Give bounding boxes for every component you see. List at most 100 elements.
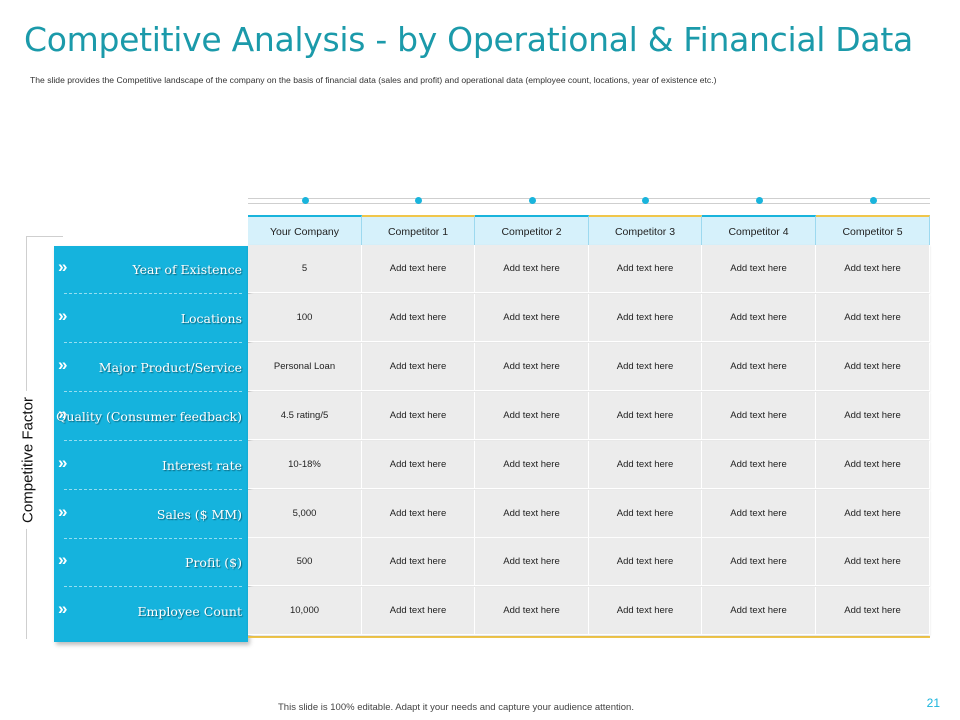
factor-label: Profit ($) <box>185 555 242 571</box>
side-label: Competitive Factor <box>19 391 37 529</box>
factor-panel: » Year of Existence » Locations » Major Produ… <box>54 246 248 642</box>
table-cell: Add text here <box>362 587 475 636</box>
table-row: 4.5 rating/5 Add text here Add text here Ad… <box>248 391 930 440</box>
table-cell: Add text here <box>702 293 816 342</box>
column-header: Competitor 1 <box>362 215 475 245</box>
factor-row: » Employee Count <box>54 588 248 636</box>
table-cell: 4.5 rating/5 <box>248 391 362 440</box>
factor-divider <box>64 439 242 441</box>
table-cell: Add text here <box>589 587 702 636</box>
factor-label: Year of Existence <box>132 262 242 277</box>
slide-subtitle: The slide provides the Competitive lands… <box>30 75 717 85</box>
table-cell: Add text here <box>589 440 702 489</box>
factor-divider <box>64 390 242 392</box>
factor-row: » Quality (Consumer feedback) <box>54 393 248 441</box>
table-cell: Add text here <box>816 489 930 538</box>
table-cell: Add text here <box>589 489 702 538</box>
table-cell: Add text here <box>702 538 816 587</box>
table-cell: Add text here <box>475 440 589 489</box>
table-cell: Add text here <box>589 538 702 587</box>
table-cell: Add text here <box>589 293 702 342</box>
factor-row: » Major Product/Service <box>54 344 248 392</box>
table-cell: Add text here <box>816 391 930 440</box>
page-number: 21 <box>926 696 940 710</box>
double-chevron-right-icon: » <box>58 305 68 325</box>
factor-label: Employee Count <box>137 604 242 620</box>
double-chevron-right-icon: » <box>58 354 68 374</box>
table-cell: Add text here <box>362 538 475 587</box>
table-cell: Add text here <box>475 245 589 293</box>
double-chevron-right-icon: » <box>58 550 68 570</box>
column-header: Competitor 2 <box>475 215 589 245</box>
header-dot-icon <box>528 197 536 204</box>
double-chevron-right-icon: » <box>58 501 68 521</box>
dot-line-lower <box>248 203 930 204</box>
table-cell: Add text here <box>475 489 589 538</box>
double-chevron-right-icon: » <box>58 403 68 423</box>
factor-label: Quality (Consumer feedback) <box>56 408 242 424</box>
table-cell: Add text here <box>816 440 930 489</box>
column-header: Competitor 3 <box>589 215 702 245</box>
header-dot-line <box>248 194 930 208</box>
table-row: 10-18% Add text here Add text here Add text… <box>248 440 930 489</box>
factor-row: » Year of Existence <box>54 246 248 294</box>
table-cell: 5 <box>248 245 362 293</box>
table-cell: 10-18% <box>248 440 362 489</box>
table-cell: 500 <box>248 538 362 587</box>
header-dot-icon <box>869 197 877 204</box>
table-cell: Add text here <box>475 587 589 636</box>
header-dot-icon <box>415 197 422 204</box>
table-cell: Add text here <box>475 342 589 391</box>
table-cell: Add text here <box>589 245 702 293</box>
dot-line-upper <box>248 198 930 199</box>
factor-label: Sales ($ MM) <box>156 506 242 522</box>
factor-row: » Profit ($) <box>54 539 248 588</box>
factor-divider <box>64 293 242 294</box>
double-chevron-right-icon: » <box>58 599 68 619</box>
double-chevron-right-icon: » <box>58 452 68 472</box>
comparison-table: Your Company Competitor 1 Competitor 2 Comp… <box>248 215 930 638</box>
factor-divider <box>64 537 242 539</box>
factor-row: » Locations <box>54 295 248 343</box>
table-cell: Add text here <box>702 342 816 391</box>
table-cell: Add text here <box>816 245 930 293</box>
factor-divider <box>64 586 242 588</box>
column-header: Competitor 4 <box>702 215 816 245</box>
header-dot-icon <box>755 197 763 204</box>
double-chevron-right-icon: » <box>58 257 68 276</box>
table-cell: Add text here <box>816 342 930 391</box>
table-cell: Add text here <box>816 293 930 342</box>
table-cell: Add text here <box>475 293 589 342</box>
table-row: Personal Loan Add text here Add text here A… <box>248 342 930 391</box>
factor-divider <box>64 488 242 490</box>
footer-note: This slide is 100% editable. Adapt it yo… <box>278 702 634 713</box>
table-cell: Add text here <box>702 489 816 538</box>
table-cell: 100 <box>248 293 362 342</box>
table-cell: Add text here <box>589 342 702 391</box>
table-row: 500 Add text here Add text here Add text he… <box>248 538 930 587</box>
table-cell: Add text here <box>362 489 475 538</box>
column-header: Competitor 5 <box>816 215 930 245</box>
table-row: 100 Add text here Add text here Add text he… <box>248 293 930 342</box>
table-cell: Add text here <box>362 391 475 440</box>
table-cell: Add text here <box>816 538 930 587</box>
table-cell: Add text here <box>702 587 816 636</box>
table-cell: Add text here <box>702 440 816 489</box>
factor-row: » Interest rate <box>54 442 248 490</box>
table-cell: Add text here <box>362 245 475 293</box>
table-cell: Add text here <box>816 587 930 636</box>
factor-divider <box>64 341 242 343</box>
table-row: 5,000 Add text here Add text here Add text … <box>248 489 930 538</box>
table-bottom-border <box>248 636 930 638</box>
header-dot-icon <box>301 197 309 204</box>
table-row: 10,000 Add text here Add text here Add text… <box>248 587 930 636</box>
table-cell: Add text here <box>362 342 475 391</box>
factor-label: Major Product/Service <box>98 359 242 375</box>
table-cell: Add text here <box>702 245 816 293</box>
slide-title: Competitive Analysis - by Operational & … <box>24 20 913 59</box>
table-cell: 5,000 <box>248 489 362 538</box>
table-cell: Add text here <box>589 391 702 440</box>
table-cell: Add text here <box>702 391 816 440</box>
table-cell: Add text here <box>362 440 475 489</box>
factor-row: » Sales ($ MM) <box>54 491 248 539</box>
